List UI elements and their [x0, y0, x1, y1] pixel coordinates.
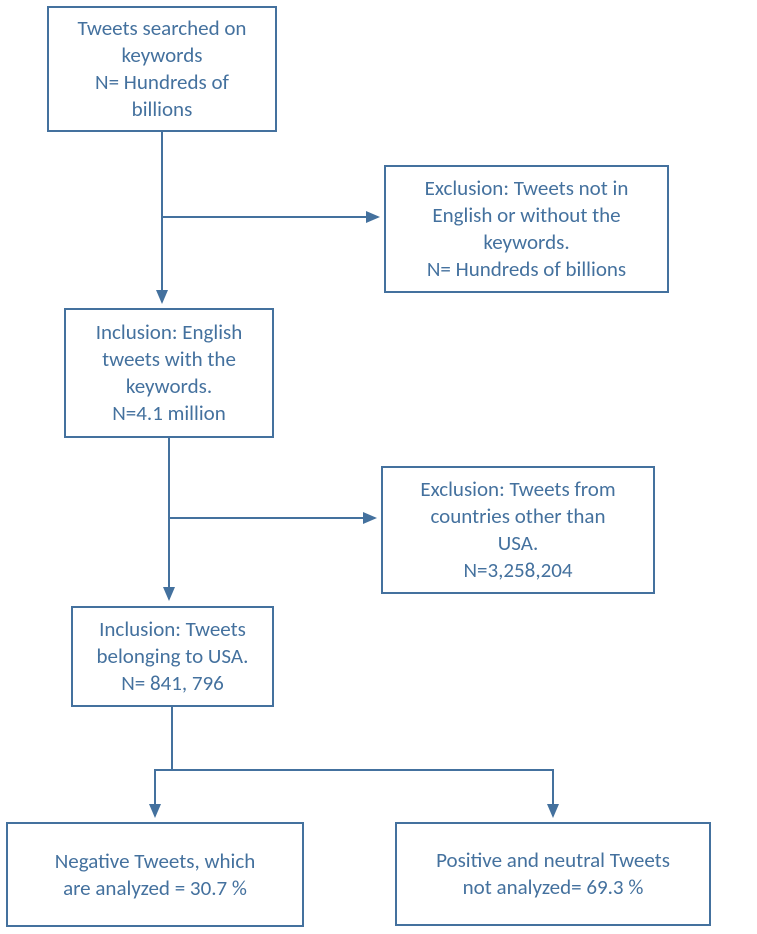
node-text-line: keywords — [122, 42, 203, 69]
node-text-line: Positive and neutral Tweets — [436, 847, 670, 874]
node-inclusion-usa: Inclusion: Tweetsbelonging to USA.N= 841… — [71, 606, 274, 707]
node-text-line: N= Hundreds of — [95, 69, 229, 96]
node-text-line: Tweets searched on — [78, 15, 247, 42]
node-text-line: keywords. — [483, 229, 569, 256]
node-text-line: belonging to USA. — [97, 643, 249, 670]
node-positive-neutral-tweets: Positive and neutral Tweetsnot analyzed=… — [395, 822, 711, 926]
node-text-line: N= Hundreds of billions — [427, 256, 626, 283]
node-text-line: English or without the — [432, 202, 620, 229]
node-text-line: Exclusion: Tweets not in — [425, 175, 629, 202]
flowchart-diagram: Tweets searched onkeywordsN= Hundreds of… — [0, 0, 757, 934]
node-text-line: tweets with the — [102, 346, 236, 373]
node-text-line: countries other than — [430, 503, 605, 530]
node-text-line: not analyzed= 69.3 % — [463, 874, 644, 901]
node-inclusion-english: Inclusion: Englishtweets with thekeyword… — [64, 308, 274, 438]
node-exclusion-not-english: Exclusion: Tweets not inEnglish or witho… — [384, 165, 669, 293]
node-text-line: keywords. — [126, 373, 212, 400]
node-text-line: N= 841, 796 — [121, 670, 224, 697]
node-text-line: N=3,258,204 — [464, 557, 573, 584]
node-text-line: Inclusion: English — [96, 319, 243, 346]
edge — [155, 707, 172, 816]
node-text-line: Inclusion: Tweets — [99, 616, 246, 643]
edge — [172, 770, 553, 816]
node-tweets-searched: Tweets searched onkeywordsN= Hundreds of… — [47, 6, 277, 132]
node-text-line: USA. — [498, 530, 539, 557]
node-text-line: billions — [132, 96, 193, 123]
node-exclusion-non-usa: Exclusion: Tweets fromcountries other th… — [381, 466, 655, 594]
node-text-line: Exclusion: Tweets from — [420, 476, 615, 503]
node-negative-tweets: Negative Tweets, whichare analyzed = 30.… — [6, 822, 304, 927]
node-text-line: are analyzed = 30.7 % — [63, 875, 247, 902]
node-text-line: N=4.1 million — [112, 400, 226, 427]
node-text-line: Negative Tweets, which — [55, 848, 256, 875]
